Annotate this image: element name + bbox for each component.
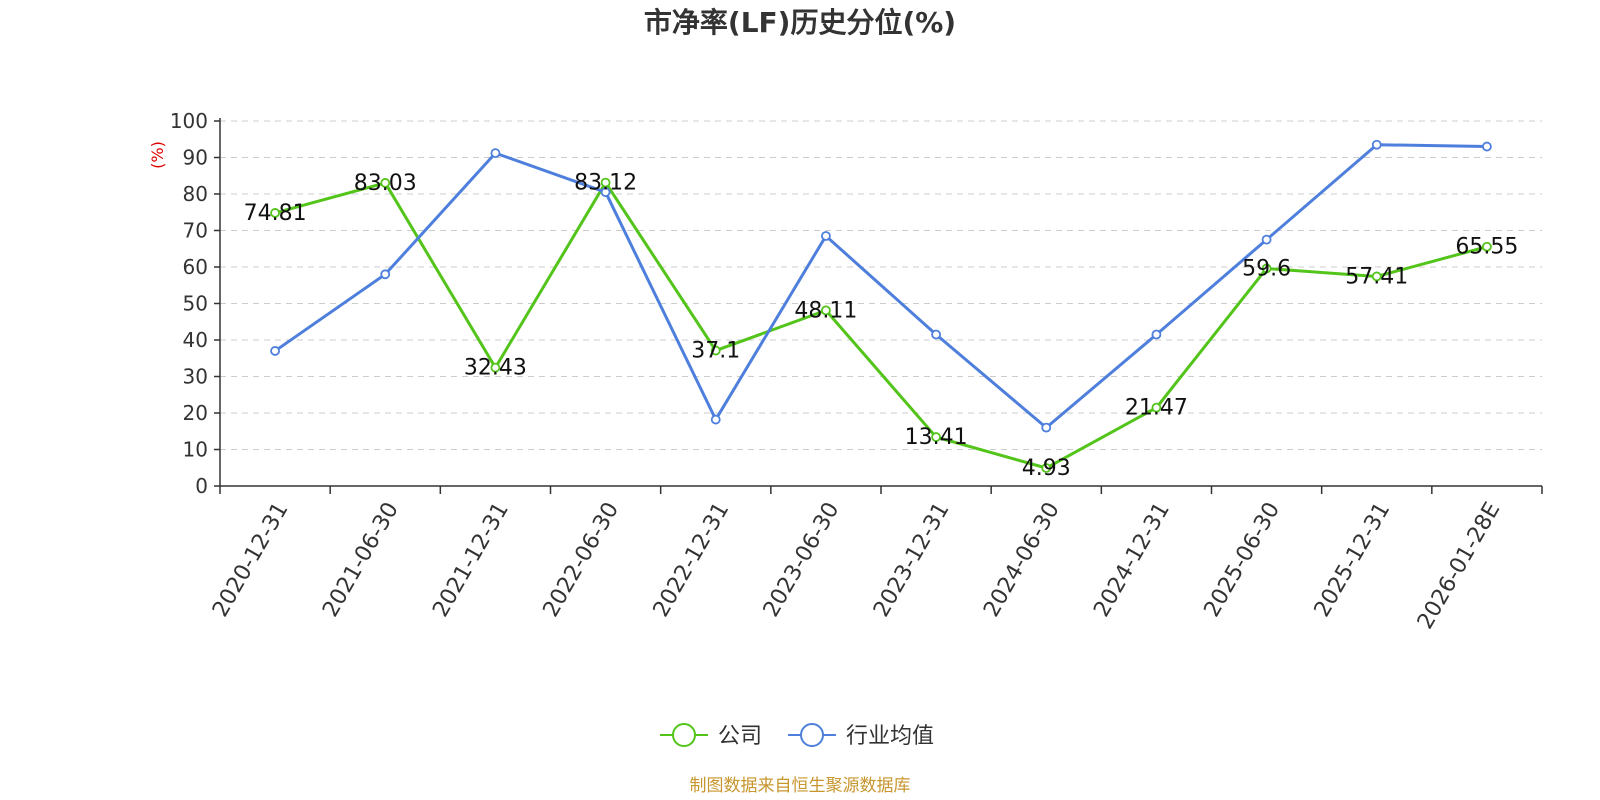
series-0	[270, 177, 1492, 473]
data-label: 21.47	[1125, 396, 1188, 421]
x-tick-label: 2024-06-30	[979, 498, 1065, 621]
x-tick-label: 2021-12-31	[428, 498, 514, 621]
y-tick-label: 100	[170, 109, 208, 133]
y-tick-label: 0	[195, 474, 208, 498]
chart-title: 市净率(LF)历史分位(%)	[644, 6, 956, 39]
legend-item-0[interactable]: 公司	[660, 723, 762, 749]
x-tick-label: 2023-12-31	[869, 498, 955, 621]
data-point[interactable]	[380, 178, 391, 188]
series-line	[274, 143, 1487, 430]
data-point[interactable]	[821, 231, 831, 241]
legend-label: 公司	[718, 724, 762, 749]
data-point[interactable]	[1371, 139, 1382, 150]
x-tick-label: 2022-12-31	[649, 498, 735, 621]
data-label: 4.93	[1022, 456, 1071, 481]
data-label: 48.11	[794, 298, 857, 323]
data-point[interactable]	[380, 269, 391, 280]
data-label: 83.12	[574, 171, 637, 196]
series-layer	[270, 139, 1492, 473]
x-tick-label: 2024-12-31	[1089, 498, 1175, 621]
x-tick-label: 2023-06-30	[759, 498, 845, 621]
y-tick-label: 50	[183, 292, 208, 316]
data-point[interactable]	[490, 148, 501, 159]
data-label: 57.41	[1345, 264, 1408, 289]
data-label: 37.1	[691, 339, 740, 364]
y-tick-label: 70	[183, 219, 208, 243]
data-point[interactable]	[710, 345, 721, 356]
legend: 公司 行业均值	[660, 723, 934, 749]
data-point[interactable]	[1261, 234, 1272, 245]
data-point[interactable]	[600, 177, 611, 188]
y-tick-label: 10	[183, 438, 208, 462]
x-tick-label: 2020-12-31	[208, 498, 294, 621]
data-point[interactable]	[1371, 271, 1382, 282]
data-label: 59.6	[1242, 256, 1291, 281]
data-point[interactable]	[931, 329, 941, 340]
legend-marker	[672, 723, 696, 747]
data-label: 13.41	[905, 425, 968, 450]
legend-marker	[800, 723, 824, 747]
data-point[interactable]	[821, 305, 831, 316]
data-point[interactable]	[1482, 241, 1492, 252]
x-tick-label: 2021-06-30	[318, 498, 404, 621]
data-point[interactable]	[490, 362, 501, 373]
y-axis-label: (%)	[148, 141, 167, 169]
data-point[interactable]	[931, 432, 941, 442]
series-line	[274, 181, 1488, 470]
y-tick-label: 20	[183, 401, 208, 425]
y-tick-label: 90	[183, 146, 208, 170]
data-label: 32.43	[464, 356, 527, 381]
grid-lines	[220, 120, 1542, 450]
data-labels: 74.81 83.03 32.43 83.12 37.1 48.11 13.41 4.93 21…	[244, 171, 1519, 481]
series-1	[270, 139, 1492, 433]
x-tick-label: 2022-06-30	[539, 498, 625, 621]
data-point[interactable]	[270, 208, 280, 218]
legend-label: 行业均值	[846, 724, 934, 749]
y-tick-label: 40	[183, 328, 208, 352]
source-note: 制图数据来自恒生聚源数据库	[690, 776, 911, 796]
y-tick-label: 80	[183, 182, 208, 206]
x-tick-label: 2025-12-31	[1310, 498, 1396, 621]
data-point[interactable]	[1151, 329, 1162, 340]
data-label: 83.03	[354, 171, 417, 196]
data-point[interactable]	[1482, 141, 1492, 152]
data-point[interactable]	[270, 346, 280, 356]
y-tick-label: 60	[183, 255, 208, 279]
data-point[interactable]	[1261, 263, 1272, 274]
legend-item-1[interactable]: 行业均值	[788, 723, 934, 749]
x-tick-label: 2025-06-30	[1200, 498, 1286, 621]
data-label: 74.81	[244, 201, 307, 226]
data-point[interactable]	[1041, 422, 1052, 433]
x-tick-label: 2026-01-28E	[1413, 498, 1506, 633]
data-point[interactable]	[710, 414, 721, 425]
y-tick-label: 30	[183, 365, 208, 389]
data-point[interactable]	[600, 187, 611, 198]
data-point[interactable]	[1151, 402, 1162, 413]
data-label: 65.55	[1455, 235, 1518, 260]
data-point[interactable]	[1041, 463, 1052, 473]
